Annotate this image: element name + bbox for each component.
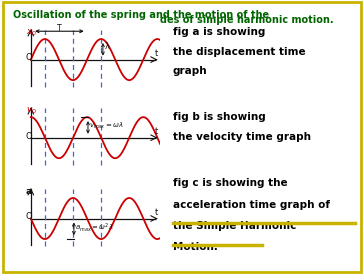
Text: t: t: [155, 127, 158, 136]
Text: the Simple Harmonic: the Simple Harmonic: [173, 221, 296, 230]
Text: t: t: [155, 208, 158, 217]
Text: $v_0$: $v_0$: [26, 106, 37, 116]
Text: O: O: [26, 132, 32, 141]
Text: O: O: [26, 53, 32, 62]
Text: fig a is showing: fig a is showing: [173, 27, 265, 37]
Text: Oscillation of the spring and the motion of the: Oscillation of the spring and the motion…: [13, 10, 269, 19]
Text: fig b is showing: fig b is showing: [173, 112, 266, 122]
Text: the displacement time: the displacement time: [173, 47, 305, 56]
Text: $x_0$: $x_0$: [26, 28, 37, 38]
Text: the velocity time graph: the velocity time graph: [173, 132, 311, 141]
Text: a: a: [26, 187, 32, 196]
Text: Motion.: Motion.: [173, 242, 218, 252]
Text: λ: λ: [105, 42, 110, 51]
Text: t: t: [155, 49, 158, 58]
Text: acceleration time graph of: acceleration time graph of: [173, 200, 330, 210]
Text: fig c is showing the: fig c is showing the: [173, 178, 288, 188]
Text: graph: graph: [173, 66, 207, 76]
Text: T: T: [57, 24, 62, 33]
Text: O: O: [26, 212, 32, 221]
Text: $v_{max}=\omega\lambda$: $v_{max}=\omega\lambda$: [89, 120, 124, 131]
Text: des of simple harmonic motion.: des of simple harmonic motion.: [160, 15, 334, 25]
Text: $a_{max}=\omega^2\lambda$: $a_{max}=\omega^2\lambda$: [75, 221, 114, 233]
